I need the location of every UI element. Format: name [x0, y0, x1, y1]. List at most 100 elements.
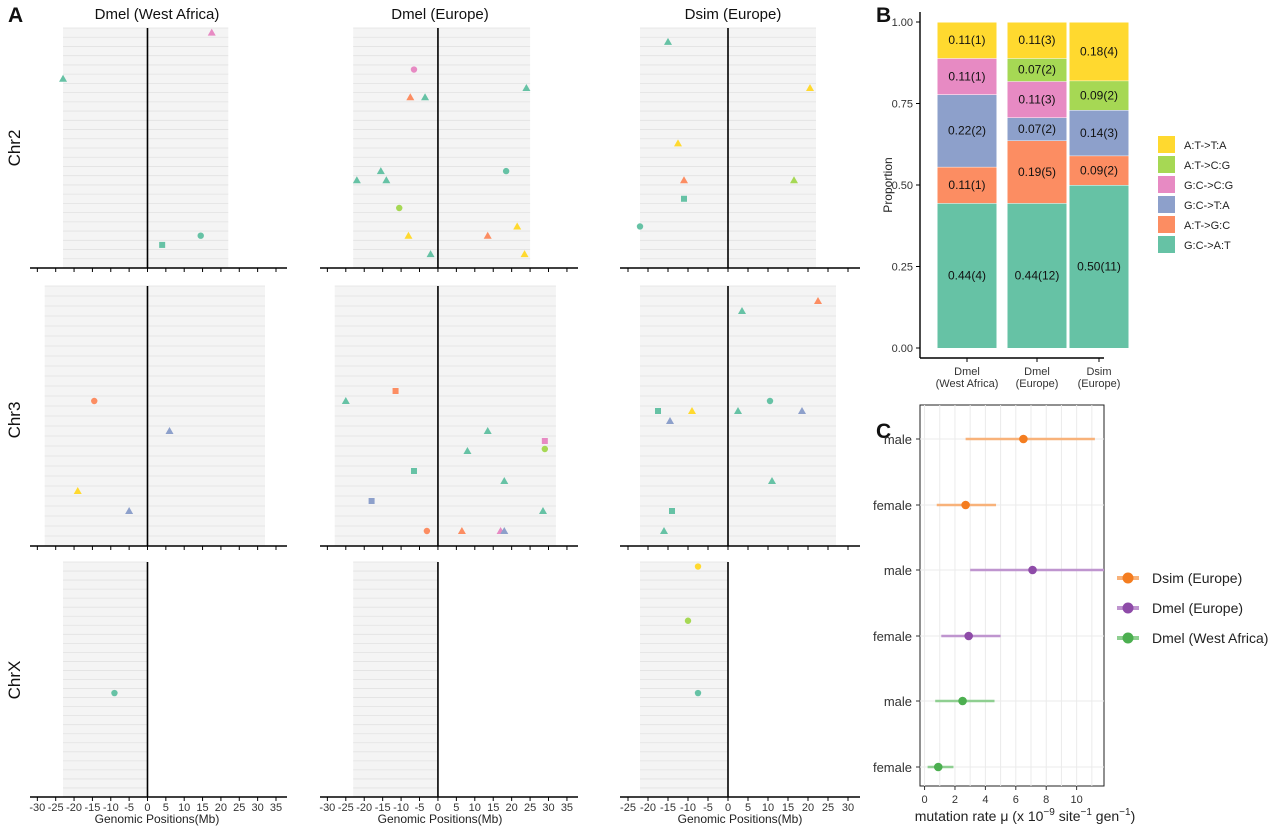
x-tick-label: 35	[561, 802, 573, 814]
legend-label: G:C->T:A	[1184, 200, 1230, 212]
facet-chrx-2: -25 -20 -15 -10 -5 0 5 10 15 20 25 30	[620, 561, 860, 814]
x-tick-label: -15	[84, 802, 100, 814]
x-axis-title: Genomic Positions(Mb)	[95, 812, 220, 826]
mutation-point	[655, 408, 661, 414]
x-tick-label: 10	[178, 802, 190, 814]
legend-swatch	[1158, 236, 1175, 253]
x-tick-label: -10	[680, 802, 696, 814]
legend-label: A:T->G:C	[1184, 220, 1230, 232]
mutation-point	[660, 527, 668, 534]
facet-chr3-1	[320, 285, 578, 550]
row-title: Chr2	[5, 130, 24, 167]
mutation-point	[404, 231, 413, 239]
mutation-point	[426, 250, 435, 258]
bar-segment-label: 0.07(2)	[1018, 122, 1056, 136]
bar-segment-label: 0.11(1)	[948, 178, 985, 192]
mutation-point	[483, 231, 492, 239]
legend-point	[1122, 602, 1134, 614]
x-tick-label: 0	[144, 802, 150, 814]
mutation-point	[382, 176, 391, 184]
mutation-point	[694, 689, 702, 697]
mutation-point	[91, 397, 98, 405]
row-title: ChrX	[5, 661, 24, 700]
facet-chr3-0	[30, 285, 287, 550]
mutation-point	[520, 250, 529, 258]
estimate-point	[1019, 434, 1028, 444]
mutation-point	[806, 84, 814, 91]
estimate-point	[961, 500, 970, 510]
bar-segment	[1007, 203, 1067, 348]
facet-chrx-0: -30 -25 -20 -15 -10 -5 0 5 10 15 20 25 30 35	[29, 561, 287, 814]
mutation-point	[111, 689, 118, 697]
legend-swatch	[1158, 136, 1175, 153]
legend-swatch	[1158, 176, 1175, 193]
bar-segment	[1007, 22, 1067, 59]
mutation-point	[669, 508, 675, 514]
x-tick-label: 30	[542, 802, 554, 814]
facet-chrx-1: -30 -25 -20 -15 -10 -5 0 5 10 15 20 25 30 35	[319, 561, 578, 814]
mutation-point	[396, 204, 403, 212]
legend-label: G:C->A:T	[1184, 240, 1231, 252]
mutation-point	[766, 397, 774, 405]
x-tick-label: 30	[252, 802, 264, 814]
x-tick-label: 20	[506, 802, 518, 814]
y-tick-label: 0.00	[892, 343, 913, 355]
panel-letter-b: B	[876, 4, 891, 27]
x-axis-title: Genomic Positions(Mb)	[678, 812, 803, 826]
facet-chr2-1	[320, 27, 578, 272]
bar-segment-label: 0.11(1)	[948, 33, 985, 47]
bar-segment	[937, 22, 997, 59]
legend-swatch	[1158, 216, 1175, 233]
x-tick-label: -5	[703, 802, 713, 814]
mutation-point	[423, 527, 431, 535]
bar-segment-label: 0.07(2)	[1018, 63, 1056, 77]
x-tick-label: -20	[640, 802, 656, 814]
x-tick-label: -25	[338, 802, 354, 814]
y-tick-label: 0.75	[892, 99, 913, 111]
legend-label: Dmel (West Africa)	[1152, 630, 1268, 646]
legend-label: A:T->T:A	[1184, 140, 1227, 152]
mutation-point	[502, 167, 510, 175]
mutation-point	[197, 232, 204, 239]
panel-c: male female male female male female 0 2 4 6 8 10 Ds…	[873, 404, 1268, 824]
x-axis-title: mutation rate μ (x 10−9 site−1 gen−1)	[915, 807, 1136, 824]
mutation-point	[513, 222, 522, 230]
x-tick-label: 0	[921, 794, 927, 806]
legend-label: Dmel (Europe)	[1152, 600, 1243, 616]
mutation-point	[352, 176, 361, 184]
bar-segment-label: 0.14(3)	[1080, 126, 1118, 140]
mutation-point	[73, 487, 82, 494]
mutation-point	[680, 176, 688, 184]
mutation-point	[666, 417, 674, 424]
bar-segment	[1069, 185, 1129, 348]
mutation-point	[734, 407, 742, 414]
mutation-point	[483, 427, 492, 434]
x-tick-label: 0	[435, 802, 441, 814]
y-tick-label: male	[884, 563, 912, 578]
mutation-point	[688, 407, 696, 414]
mutation-point	[500, 527, 509, 534]
mutation-point	[376, 167, 385, 175]
y-tick-label: male	[884, 694, 912, 709]
bar-segment-label: 0.11(3)	[1018, 33, 1055, 47]
x-tick-label: 4	[982, 794, 988, 806]
x-tick-label: Dmel	[1024, 366, 1050, 378]
bar-segment	[937, 203, 997, 348]
plot-frame	[919, 404, 1105, 787]
mutation-point	[768, 477, 776, 484]
legend-label: A:T->C:G	[1184, 160, 1230, 172]
x-tick-label: -10	[103, 802, 119, 814]
mutation-point	[636, 223, 644, 230]
mutation-point	[165, 427, 174, 434]
x-tick-label: 15	[782, 802, 794, 814]
mutation-point	[410, 468, 417, 474]
legend-point	[1122, 572, 1134, 584]
legend-label: Dsim (Europe)	[1152, 570, 1242, 586]
x-tick-label: 8	[1043, 794, 1049, 806]
y-tick-label: female	[873, 629, 912, 644]
y-axis-title: Proportion	[881, 157, 895, 212]
row-title: Chr3	[5, 402, 24, 439]
x-tick-label: -25	[620, 802, 636, 814]
bar-segment	[937, 58, 997, 95]
